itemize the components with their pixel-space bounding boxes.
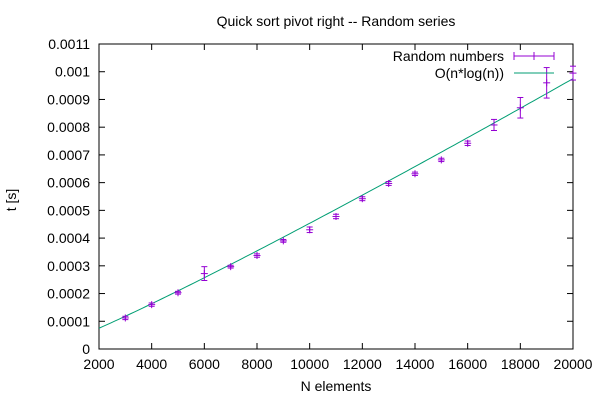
data-point (358, 195, 366, 203)
data-point (306, 226, 314, 234)
data-point (385, 179, 393, 187)
data-point (148, 301, 156, 309)
x-tick-label: 18000 (501, 356, 540, 372)
y-tick-label: 0.0004 (47, 230, 90, 246)
fit-line (98, 78, 574, 329)
y-tick-label: 0 (82, 341, 90, 357)
y-tick-label: 0.0009 (47, 91, 90, 107)
legend-sample-random-numbers (513, 52, 555, 60)
data-point (543, 67, 551, 99)
x-tick-label: 14000 (396, 356, 435, 372)
y-tick-label: 0.0005 (47, 202, 90, 218)
x-axis-label: N elements (301, 378, 372, 394)
y-tick-label: 0.0002 (47, 286, 90, 302)
y-tick-label: 0.0006 (47, 175, 90, 191)
data-point (279, 237, 287, 245)
data-point (437, 156, 445, 164)
x-tick-label: 12000 (343, 356, 382, 372)
x-tick-label: 20000 (554, 356, 593, 372)
y-tick-label: 0.0001 (47, 313, 90, 329)
data-point (569, 65, 577, 81)
x-tick-label: 10000 (290, 356, 329, 372)
plot-border (98, 43, 574, 350)
data-series (121, 65, 577, 322)
x-tick-label: 8000 (241, 356, 272, 372)
x-tick-label: 16000 (448, 356, 487, 372)
data-point (253, 252, 261, 260)
data-point (464, 139, 472, 147)
legend-entry-random-numbers: Random numbers (393, 48, 504, 64)
data-point (490, 118, 498, 132)
chart-title: Quick sort pivot right -- Random series (217, 13, 456, 29)
y-tick-label: 0.0011 (48, 36, 90, 52)
legend-entry-fit: O(n*log(n)) (435, 65, 504, 81)
data-point (174, 289, 182, 297)
y-tick-label: 0.0007 (47, 147, 90, 163)
data-point (121, 314, 129, 322)
x-tick-label: 4000 (136, 356, 167, 372)
y-tick-label: 0.001 (55, 64, 90, 80)
data-point (332, 212, 340, 220)
legend: Random numbers O(n*log(n)) (393, 48, 555, 81)
x-tick-label: 6000 (189, 356, 220, 372)
x-axis: 2000 4000 6000 8000 10000 12000 14000 16000 1800… (83, 44, 593, 372)
data-point (516, 97, 524, 119)
data-point (411, 170, 419, 178)
data-point (200, 266, 208, 282)
data-point (227, 263, 235, 271)
y-tick-label: 0.0008 (47, 119, 90, 135)
plot-frame (98, 43, 574, 350)
y-axis: 0 0.0001 0.0002 0.0003 0.0004 0.0005 0.0006 0.0… (47, 36, 573, 357)
y-tick-label: 0.0003 (47, 258, 90, 274)
fit-series (98, 78, 574, 329)
y-axis-label: t [s] (3, 189, 19, 212)
x-tick-label: 2000 (83, 356, 114, 372)
